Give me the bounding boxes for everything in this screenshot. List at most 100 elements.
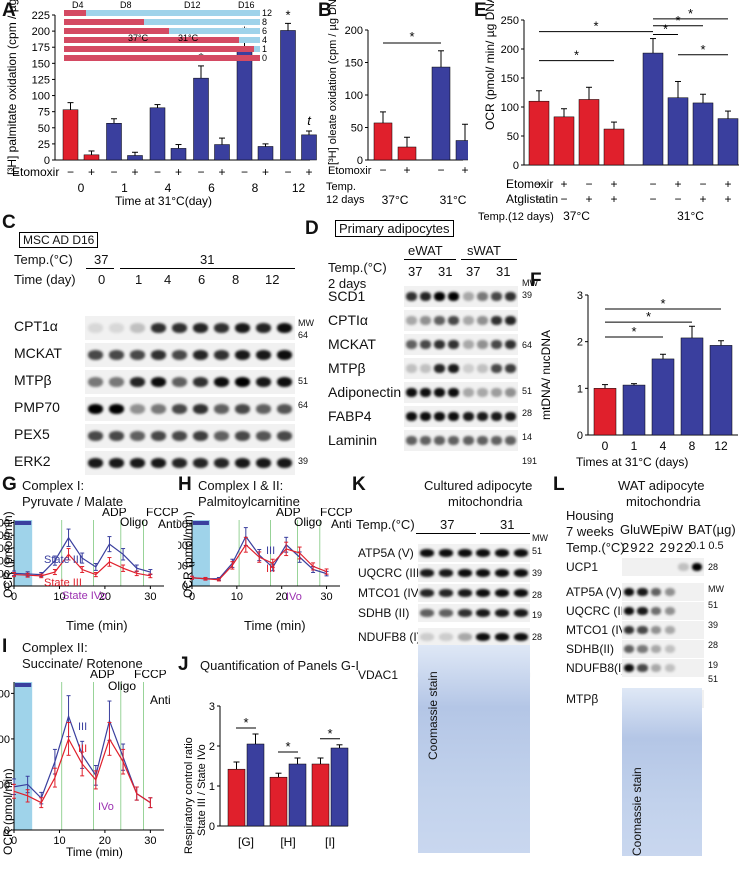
- y-tick-label: 150: [32, 58, 50, 70]
- ylabel-e: OCR (pmol/ min/ µg DNA): [483, 0, 497, 130]
- state4-g: State IVo: [62, 590, 107, 602]
- inset-right-1: 1: [262, 44, 267, 54]
- atglistatin-sign: −: [674, 192, 681, 206]
- blot-band: [678, 607, 688, 614]
- time-value: 4: [164, 272, 172, 287]
- etomoxir-sign: −: [67, 165, 74, 179]
- blot-band: [623, 664, 634, 672]
- blot-label: SDHB(II): [566, 642, 614, 656]
- blot-band: [234, 350, 251, 360]
- blot-label: VDAC1: [358, 668, 399, 682]
- temp-37-k: 37: [440, 517, 455, 532]
- housing-l: Housing: [566, 508, 614, 523]
- blot-band: [276, 323, 293, 333]
- blot-band: [637, 664, 648, 672]
- x-tick-label: 10: [53, 591, 65, 603]
- mw-value: 51: [298, 376, 309, 386]
- y-tick-label: 3: [209, 701, 215, 713]
- blot-band: [494, 589, 510, 597]
- chart-j: 0 1 2 3 [G] * [H] * [I] * Respiratory control rat…: [183, 701, 349, 854]
- bar: [709, 345, 733, 436]
- y-tick-label: 500: [0, 518, 10, 530]
- s4-i: IVo: [98, 801, 114, 813]
- state3-red-g: State III: [44, 577, 82, 589]
- atglistatin-sign: +: [724, 192, 731, 206]
- blot-band: [692, 607, 702, 614]
- x-tick-label: 0: [189, 591, 195, 603]
- temp-label-c: Temp.(°C): [14, 252, 73, 267]
- blot-band: [405, 340, 417, 349]
- mw-value: 39: [532, 568, 543, 578]
- time-value: 0: [98, 272, 106, 287]
- etomoxir-sign: −: [379, 163, 386, 177]
- y-tick-label: 200: [0, 556, 10, 568]
- blot-band: [213, 431, 230, 441]
- blot-band: [448, 292, 460, 301]
- chart-h: 0 100 200 300 0 10 20 30 OCR (pmol/min) ADP Oli…: [178, 508, 353, 603]
- s3-blue-h: III: [266, 545, 275, 557]
- title-k1: Cultured adipocyte: [424, 478, 533, 493]
- blot-band: [462, 388, 474, 397]
- day-label: 4: [165, 181, 172, 195]
- inset-day-d16: D16: [238, 0, 255, 10]
- blot-label: UCP1: [566, 560, 599, 574]
- temp-label-b: Temp.: [326, 181, 356, 193]
- xlabel-i: Time (min): [66, 845, 123, 859]
- significance-star: *: [574, 48, 579, 63]
- blot-band: [505, 364, 517, 373]
- blot-band: [438, 569, 454, 577]
- bar: [149, 107, 166, 161]
- blot-band: [678, 626, 688, 633]
- blot-label: SCD1: [328, 288, 366, 304]
- depot-swat: sWAT: [467, 243, 501, 258]
- mw-value: 14: [522, 432, 533, 442]
- title-i1: Complex II:: [22, 640, 88, 655]
- bat-vals-l: 0.1 0.5: [690, 540, 724, 552]
- blot-band: [664, 607, 675, 615]
- temp-value: 31: [496, 264, 511, 279]
- blot-band: [448, 340, 460, 349]
- blot-band: [476, 340, 488, 349]
- blot-band: [476, 609, 491, 617]
- chart-i: 0 200 400 600 0 10 20 30 OCR (pmol/min) ADP Oli…: [0, 670, 171, 859]
- coomassie-stain-k: [418, 645, 530, 853]
- group-bat: BAT(µg): [688, 522, 736, 537]
- blot-band: [405, 436, 417, 445]
- blot-band: [637, 645, 648, 653]
- mw-value: 19: [708, 660, 719, 670]
- bar: [717, 118, 739, 166]
- significance-star: *: [646, 309, 651, 324]
- y-tick-label: 200: [0, 779, 10, 791]
- blot-band: [491, 364, 503, 373]
- blot-band: [448, 364, 460, 373]
- blot-band: [457, 609, 472, 617]
- title-g1: Complex I:: [22, 478, 85, 493]
- panel-letter-f: F: [530, 270, 542, 291]
- blot-band: [87, 323, 104, 333]
- bar: [373, 122, 393, 161]
- title-g2: Pyruvate / Malate: [22, 494, 124, 509]
- blot-band: [664, 588, 675, 596]
- mw-value: 51: [708, 674, 719, 684]
- panel-letter-l: L: [553, 474, 565, 495]
- blot-band: [420, 589, 435, 597]
- title-j: Quantification of Panels G-I: [200, 658, 359, 673]
- blot-band: [129, 350, 146, 360]
- stain-label-k: Coomassie stain: [426, 671, 440, 760]
- inj-anti-g: Anti: [158, 517, 179, 531]
- bar: [246, 743, 265, 827]
- blot-strip: [404, 382, 518, 403]
- time-value: 8: [232, 272, 240, 287]
- y-tick-label: 200: [32, 26, 50, 38]
- blot-band: [650, 607, 662, 615]
- blot-band: [171, 458, 188, 468]
- blot-band: [420, 609, 435, 617]
- mw-label: MW: [298, 318, 314, 328]
- blot-strip: [622, 640, 704, 658]
- etomoxir-sign: −: [284, 165, 291, 179]
- temp-label-k: Temp.(°C): [356, 517, 415, 532]
- y-tick-label: 0: [577, 430, 583, 442]
- blot-band: [692, 664, 702, 671]
